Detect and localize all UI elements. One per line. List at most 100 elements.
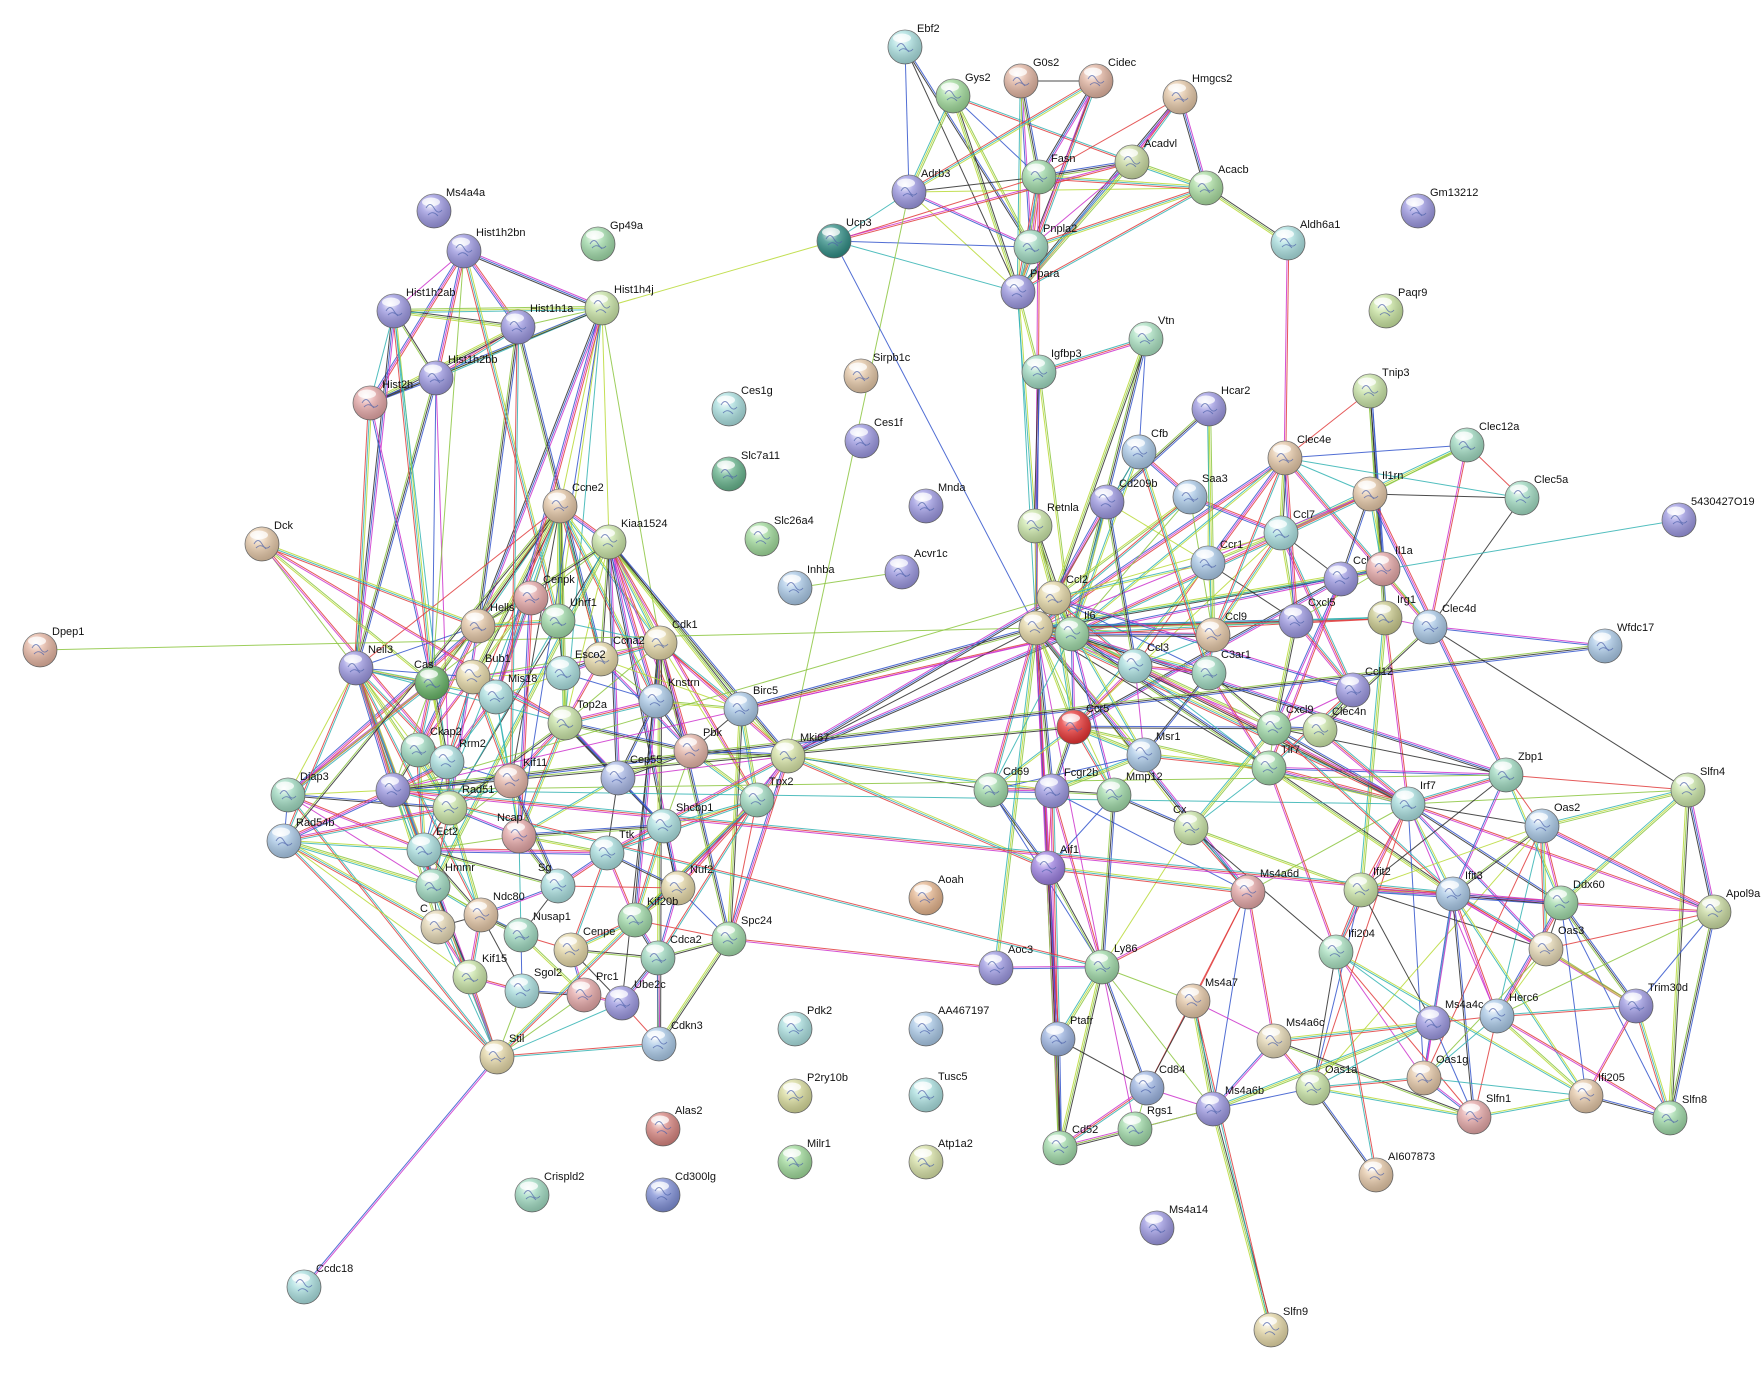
node-hist1h1a[interactable]: Hist1h1a (500, 303, 574, 345)
node-clec4n[interactable]: Clec4n (1302, 706, 1366, 748)
node-ccl8[interactable]: Ccl8 (1323, 555, 1375, 597)
node-kif15[interactable]: Kif15 (452, 953, 507, 995)
node-rgs1[interactable]: Rgs1 (1117, 1105, 1173, 1147)
node-fcgr2b[interactable]: Fcgr2b (1034, 767, 1098, 809)
node-mki67[interactable]: Mki67 (770, 732, 829, 774)
node-birc5[interactable]: Birc5 (723, 685, 778, 727)
node-fasn[interactable]: Fasn (1021, 153, 1075, 195)
node-5430427o19[interactable]: 5430427O19 (1661, 496, 1755, 538)
node-hist1h2bb[interactable]: Hist1h2bb (418, 354, 498, 396)
node-tnf[interactable]: Tnf (1018, 604, 1065, 646)
node-rad54b[interactable]: Rad54b (266, 817, 335, 859)
node-shcbp1[interactable]: Shcbp1 (646, 802, 713, 844)
node-pbk[interactable]: Pbk (673, 727, 722, 769)
node-ces1g[interactable]: Ces1g (711, 385, 773, 427)
node-tusc5[interactable]: Tusc5 (908, 1071, 968, 1113)
node-mmp12[interactable]: Mmp12 (1096, 771, 1163, 813)
node-cxcl9[interactable]: Cxcl9 (1256, 704, 1314, 746)
node-hells[interactable]: Hells (460, 602, 515, 644)
node-cdkn3[interactable]: Cdkn3 (641, 1020, 703, 1062)
node-ttk[interactable]: Ttk (589, 829, 635, 871)
node-oas1g[interactable]: Oas1g (1406, 1054, 1468, 1096)
node-ccna2[interactable]: Ccna2 (583, 635, 645, 677)
node-ccdc18[interactable]: Ccdc18 (286, 1263, 353, 1305)
node-tlr7[interactable]: Tlr7 (1251, 744, 1300, 786)
node-ccl9[interactable]: Ccl9 (1195, 611, 1247, 653)
node-cenpe[interactable]: Cenpe (553, 926, 615, 968)
node-inhba[interactable]: Inhba (777, 564, 835, 606)
node-ptafr[interactable]: Ptafr (1040, 1015, 1094, 1057)
node-spc24[interactable]: Spc24 (711, 915, 772, 957)
node-oas3[interactable]: Oas3 (1528, 925, 1584, 967)
node-dpep1[interactable]: Dpep1 (22, 626, 84, 668)
node-bub1[interactable]: Bub1 (455, 653, 511, 695)
node-cidec[interactable]: Cidec (1078, 57, 1137, 99)
node-il1rn[interactable]: Il1rn (1352, 470, 1403, 512)
node-p2ry10b[interactable]: P2ry10b (777, 1072, 848, 1114)
node-knstrn[interactable]: Knstrn (638, 677, 700, 719)
node-crispld2[interactable]: Crispld2 (514, 1171, 584, 1213)
node-c3ar1[interactable]: C3ar1 (1191, 649, 1251, 691)
node-aoah[interactable]: Aoah (908, 874, 964, 916)
node-g0s2[interactable]: G0s2 (1003, 57, 1059, 99)
node-ai607873[interactable]: AI607873 (1358, 1151, 1435, 1193)
node-clec4d[interactable]: Clec4d (1412, 603, 1476, 645)
node-acacb[interactable]: Acacb (1188, 164, 1249, 206)
node-ndc80[interactable]: Ndc80 (463, 891, 525, 933)
node-hist1h2bn[interactable]: Hist1h2bn (446, 227, 526, 269)
node-ecm1[interactable] (375, 772, 411, 808)
node-paqr9[interactable]: Paqr9 (1368, 287, 1427, 329)
node-sirpb1c[interactable]: Sirpb1c (843, 352, 911, 394)
node-dck[interactable]: Dck (244, 520, 293, 562)
node-aa467197[interactable]: AA467197 (908, 1005, 989, 1047)
node-il1a[interactable]: Il1a (1365, 545, 1414, 587)
node-cd84[interactable]: Cd84 (1129, 1064, 1185, 1106)
node-kif11[interactable]: Kif11 (493, 757, 547, 799)
node-vtn[interactable]: Vtn (1128, 315, 1175, 357)
node-ccne2[interactable]: Ccne2 (542, 482, 604, 524)
node-oas1a[interactable]: Oas1a (1295, 1064, 1358, 1106)
node-saa3[interactable]: Saa3 (1172, 473, 1228, 515)
node-wfdc17[interactable]: Wfdc17 (1587, 622, 1654, 664)
node-cfb[interactable]: Cfb (1121, 428, 1168, 470)
node-slc26a4[interactable]: Slc26a4 (744, 515, 814, 557)
node-ms4a4a[interactable]: Ms4a4a (416, 187, 486, 229)
node-acvr1c[interactable]: Acvr1c (884, 548, 948, 590)
node-atp1a2[interactable]: Atp1a2 (908, 1138, 973, 1180)
node-kiaa1524[interactable]: Kiaa1524 (591, 518, 668, 560)
node-hmgcs2[interactable]: Hmgcs2 (1162, 73, 1232, 115)
node-hist1h4j[interactable]: Hist1h4j (584, 284, 654, 326)
node-cd209b[interactable]: Cd209b (1089, 478, 1158, 520)
node-retnla[interactable]: Retnla (1017, 502, 1080, 544)
node-gp49a[interactable]: Gp49a (580, 220, 644, 262)
node-ccl12[interactable]: Ccl12 (1335, 666, 1393, 708)
node-hist1h2ab[interactable]: Hist1h2ab (376, 287, 456, 329)
node-ifit2[interactable]: Ifit2 (1343, 866, 1391, 908)
node-ckap2[interactable]: Ckap2 (400, 726, 462, 768)
node-cep55[interactable]: Cep55 (600, 754, 662, 796)
node-slfn1[interactable]: Slfn1 (1456, 1093, 1511, 1135)
node-ly86[interactable]: Ly86 (1084, 943, 1137, 985)
node-rrm2[interactable]: Rrm2 (429, 738, 486, 780)
node-cd69[interactable]: Cd69 (973, 766, 1029, 808)
node-msr1[interactable]: Msr1 (1126, 731, 1180, 773)
node-ms4a6b[interactable]: Ms4a6b (1195, 1085, 1264, 1127)
node-nuf2[interactable]: Nuf2 (660, 864, 713, 906)
node-ms4a6d[interactable]: Ms4a6d (1230, 868, 1299, 910)
node-ms4a14[interactable]: Ms4a14 (1139, 1204, 1208, 1246)
node-clec12a[interactable]: Clec12a (1449, 421, 1520, 463)
node-pdk2[interactable]: Pdk2 (777, 1005, 832, 1047)
node-aldh6a1[interactable]: Aldh6a1 (1270, 219, 1340, 261)
node-aif1[interactable]: Aif1 (1030, 844, 1079, 886)
node-ifit3[interactable]: Ifit3 (1435, 870, 1483, 912)
node-ube2c[interactable]: Ube2c (604, 979, 666, 1021)
node-ddx60[interactable]: Ddx60 (1543, 879, 1605, 921)
node-ucp3[interactable]: Ucp3 (816, 217, 872, 259)
node-kif20b[interactable]: Kif20b (617, 896, 678, 938)
node-cdca2[interactable]: Cdca2 (640, 934, 702, 976)
node-trim30d[interactable]: Trim30d (1618, 982, 1688, 1024)
node-rad51[interactable]: Rad51 (432, 784, 494, 826)
node-oas2[interactable]: Oas2 (1524, 802, 1580, 844)
node-ncap[interactable]: Ncap (497, 812, 537, 854)
node-ifi204[interactable]: Ifi204 (1318, 928, 1375, 970)
